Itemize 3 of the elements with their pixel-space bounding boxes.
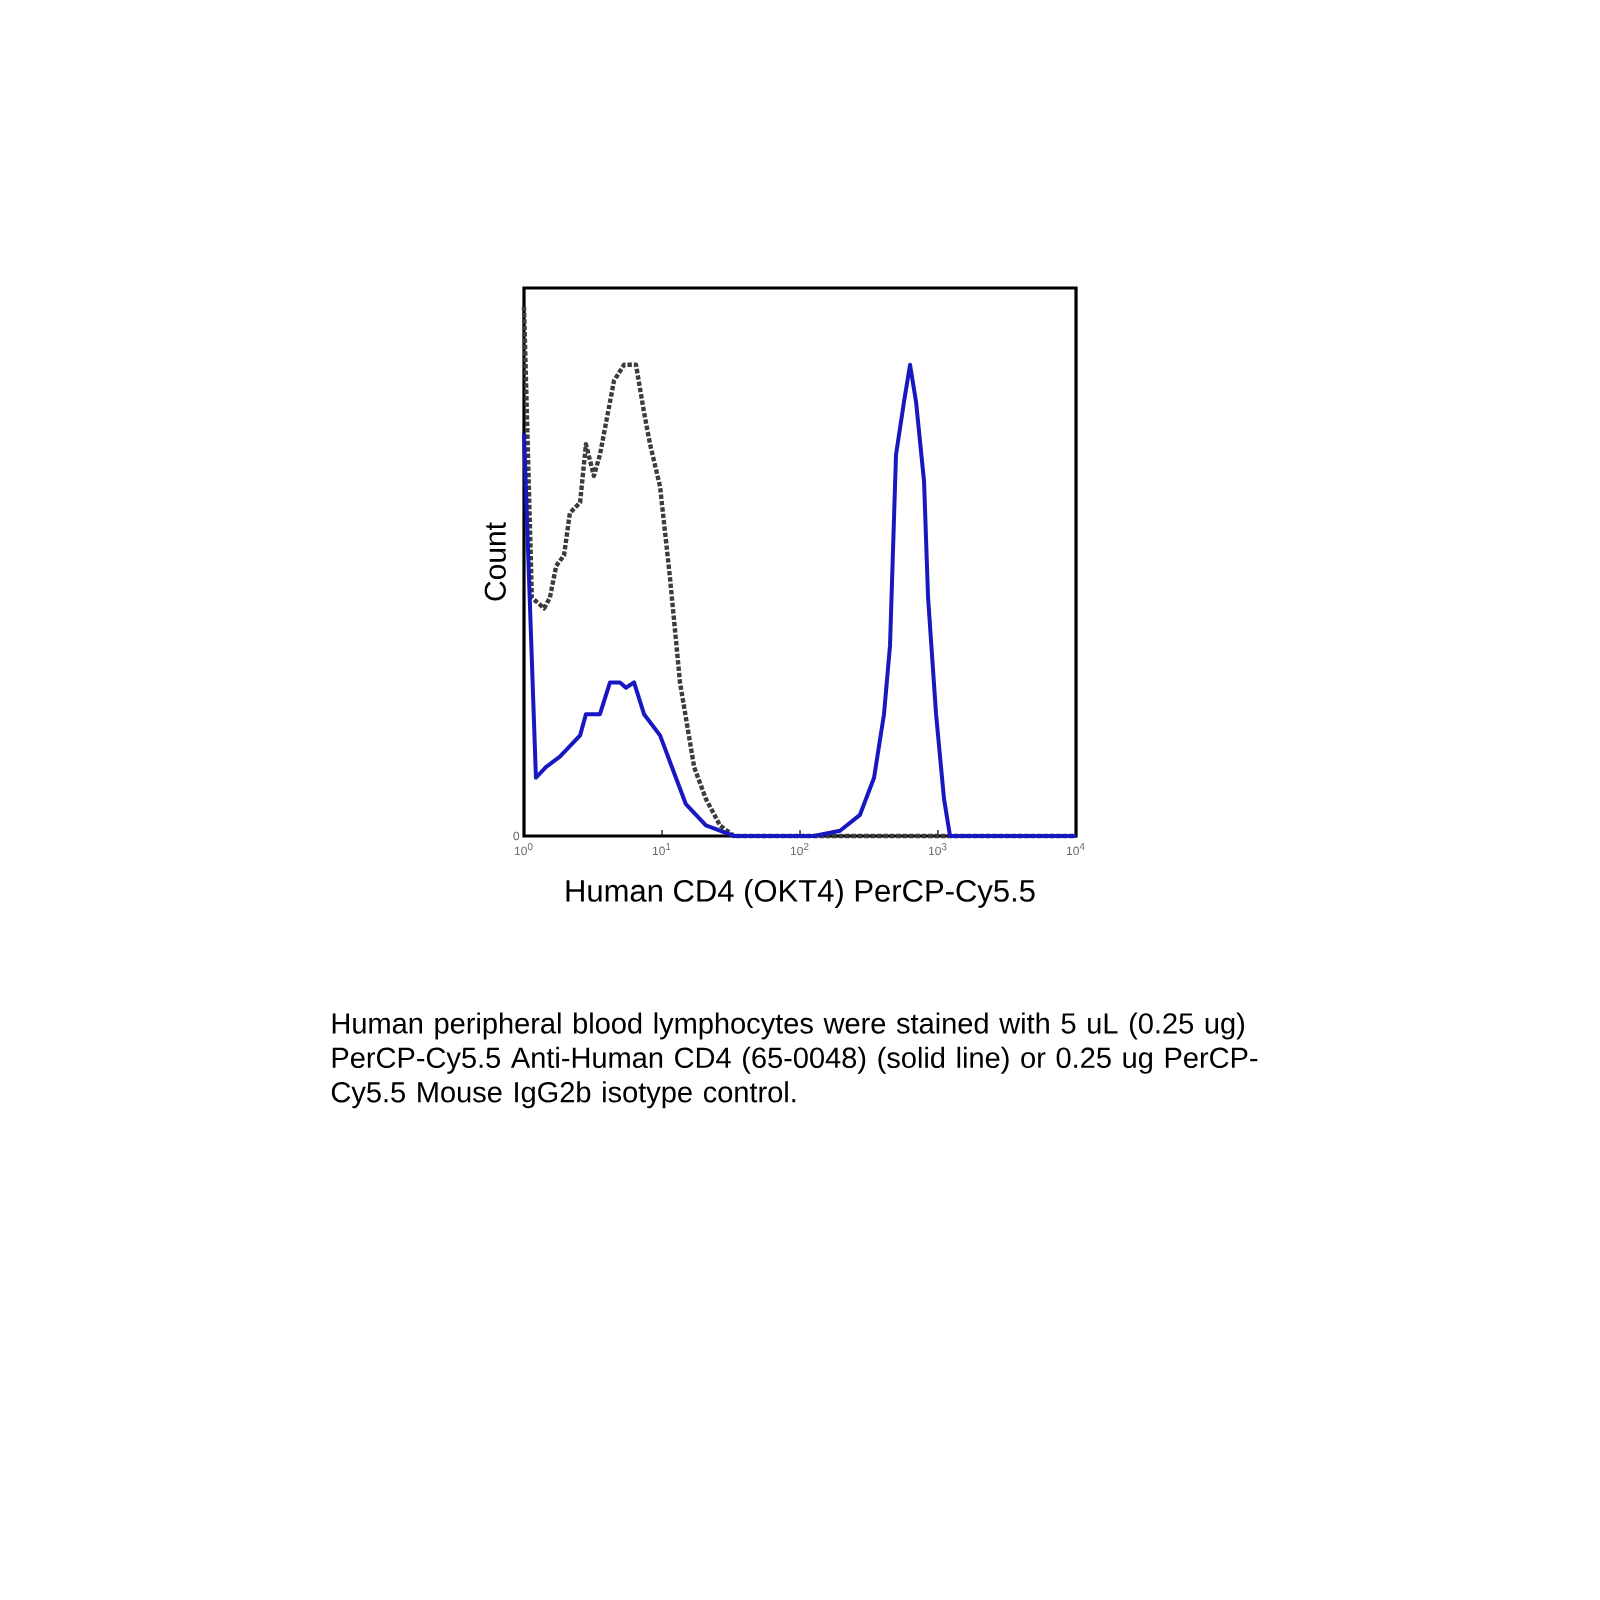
text: Human peripheral blood lymphocytes were stained with 5 uL (0.25 ug) PerCP-Cy5.5 Anti-Human CD4 (65-0048) (solid line) or 0.25 ug PerCP-Cy5.5 Mouse IgG2b isotype control. (331, 1012, 1258, 1109)
x-axis-title: Human CD4 (OKT4) PerCP-Cy5.5 (566, 879, 1035, 908)
y-axis-title: Count (484, 522, 506, 601)
